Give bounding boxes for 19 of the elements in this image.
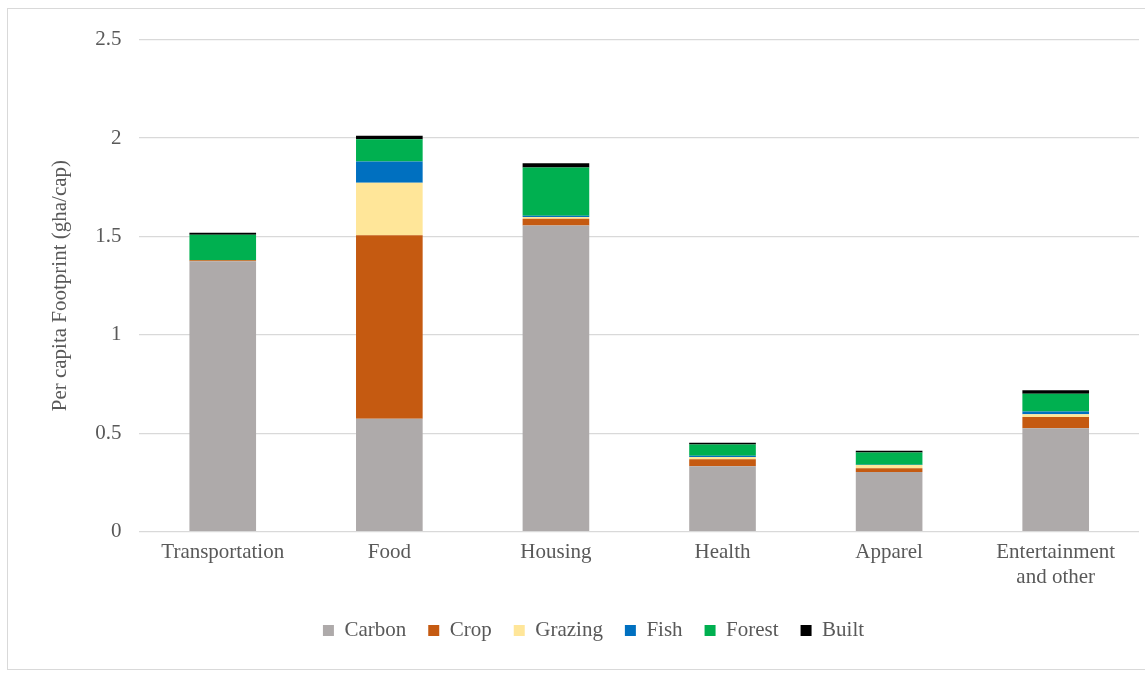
legend-label: Carbon (344, 617, 407, 642)
y-tick-label: 2.5 (95, 26, 122, 51)
legend-label: Forest (726, 617, 779, 642)
x-tick-label: Health (694, 538, 751, 563)
legend-label: Grazing (535, 617, 604, 642)
x-tick-label: Food (367, 538, 412, 563)
x-tick-label: Entertainment and other (996, 538, 1116, 588)
y-tick-label: 0 (110, 518, 122, 543)
x-tick-label: Transportation (161, 538, 285, 563)
y-tick-label: 1 (110, 321, 122, 346)
x-tick-label: Apparel (855, 538, 924, 563)
legend-label: Built (822, 617, 865, 642)
y-tick-label: 2 (110, 124, 122, 149)
x-tick-label: Housing (520, 538, 593, 563)
y-axis-title: Per capita Footprint (gha/cap) (47, 159, 72, 412)
y-tick-label: 0.5 (95, 419, 122, 444)
legend-label: Crop (449, 617, 492, 642)
y-tick-label: 1.5 (95, 222, 122, 247)
legend-label: Fish (646, 617, 684, 642)
